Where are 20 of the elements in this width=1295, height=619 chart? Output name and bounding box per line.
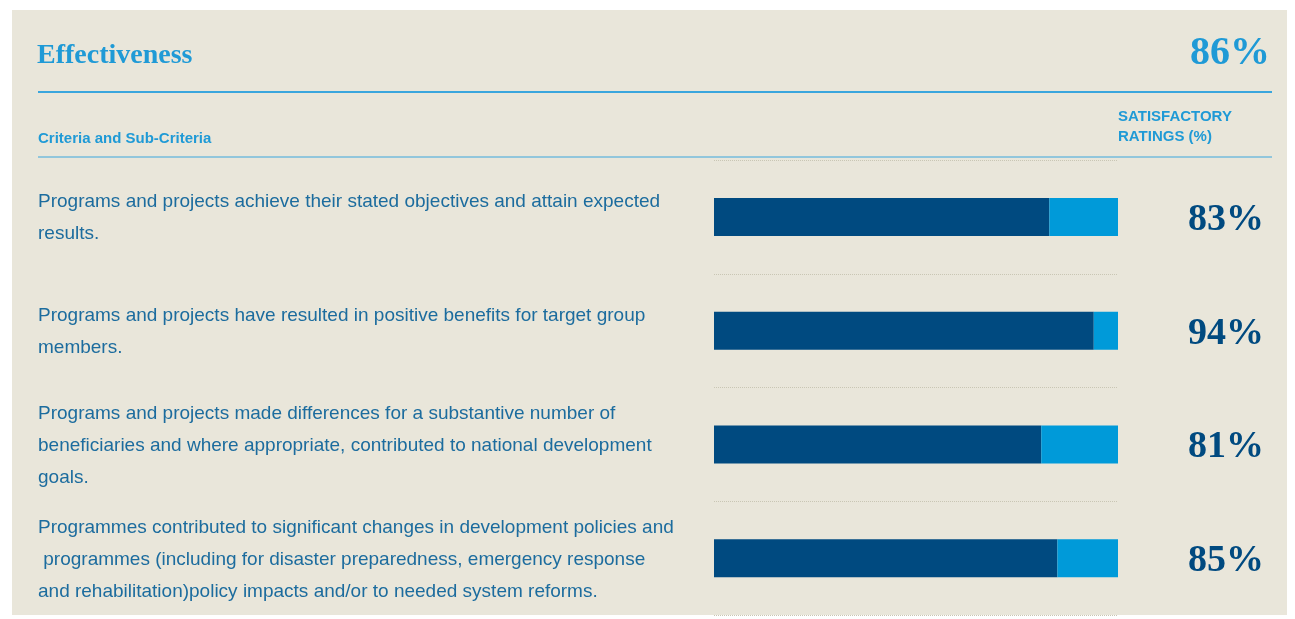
data-label: 94% (1188, 309, 1264, 352)
bar (714, 311, 1094, 350)
text: 86% (1190, 27, 1270, 73)
text: Effectiveness (37, 37, 193, 69)
bar (1049, 197, 1118, 236)
bar (1041, 425, 1118, 464)
text: SATISFACTORY RATINGS (%) (1118, 106, 1236, 144)
bar (714, 539, 1058, 578)
y-tick-label: Programs and projects have resulted in positive benefits for target group members. (38, 304, 651, 358)
y-tick-label: Programs and projects achieve their stated objectives and attain expected results. (38, 190, 666, 244)
data-label: 85% (1188, 537, 1264, 580)
y-tick-label: Programmes contributed to significant changes in development policies and programmes (including for disaster preparedness, emergency response and rehabilitation)policy impacts and/or to needed system reforms. (38, 515, 674, 601)
bar (714, 197, 1050, 236)
data-label: 81% (1188, 423, 1264, 466)
bar (1057, 539, 1118, 578)
bar (714, 425, 1042, 464)
text: Criteria and Sub-Criteria (38, 128, 213, 146)
data-label: 83% (1188, 195, 1264, 238)
y-tick-label: Programs and projects made differences for a substantive number of beneficiaries and where appropriate, contributed to national development goals. (38, 401, 657, 487)
bar (1093, 311, 1118, 350)
